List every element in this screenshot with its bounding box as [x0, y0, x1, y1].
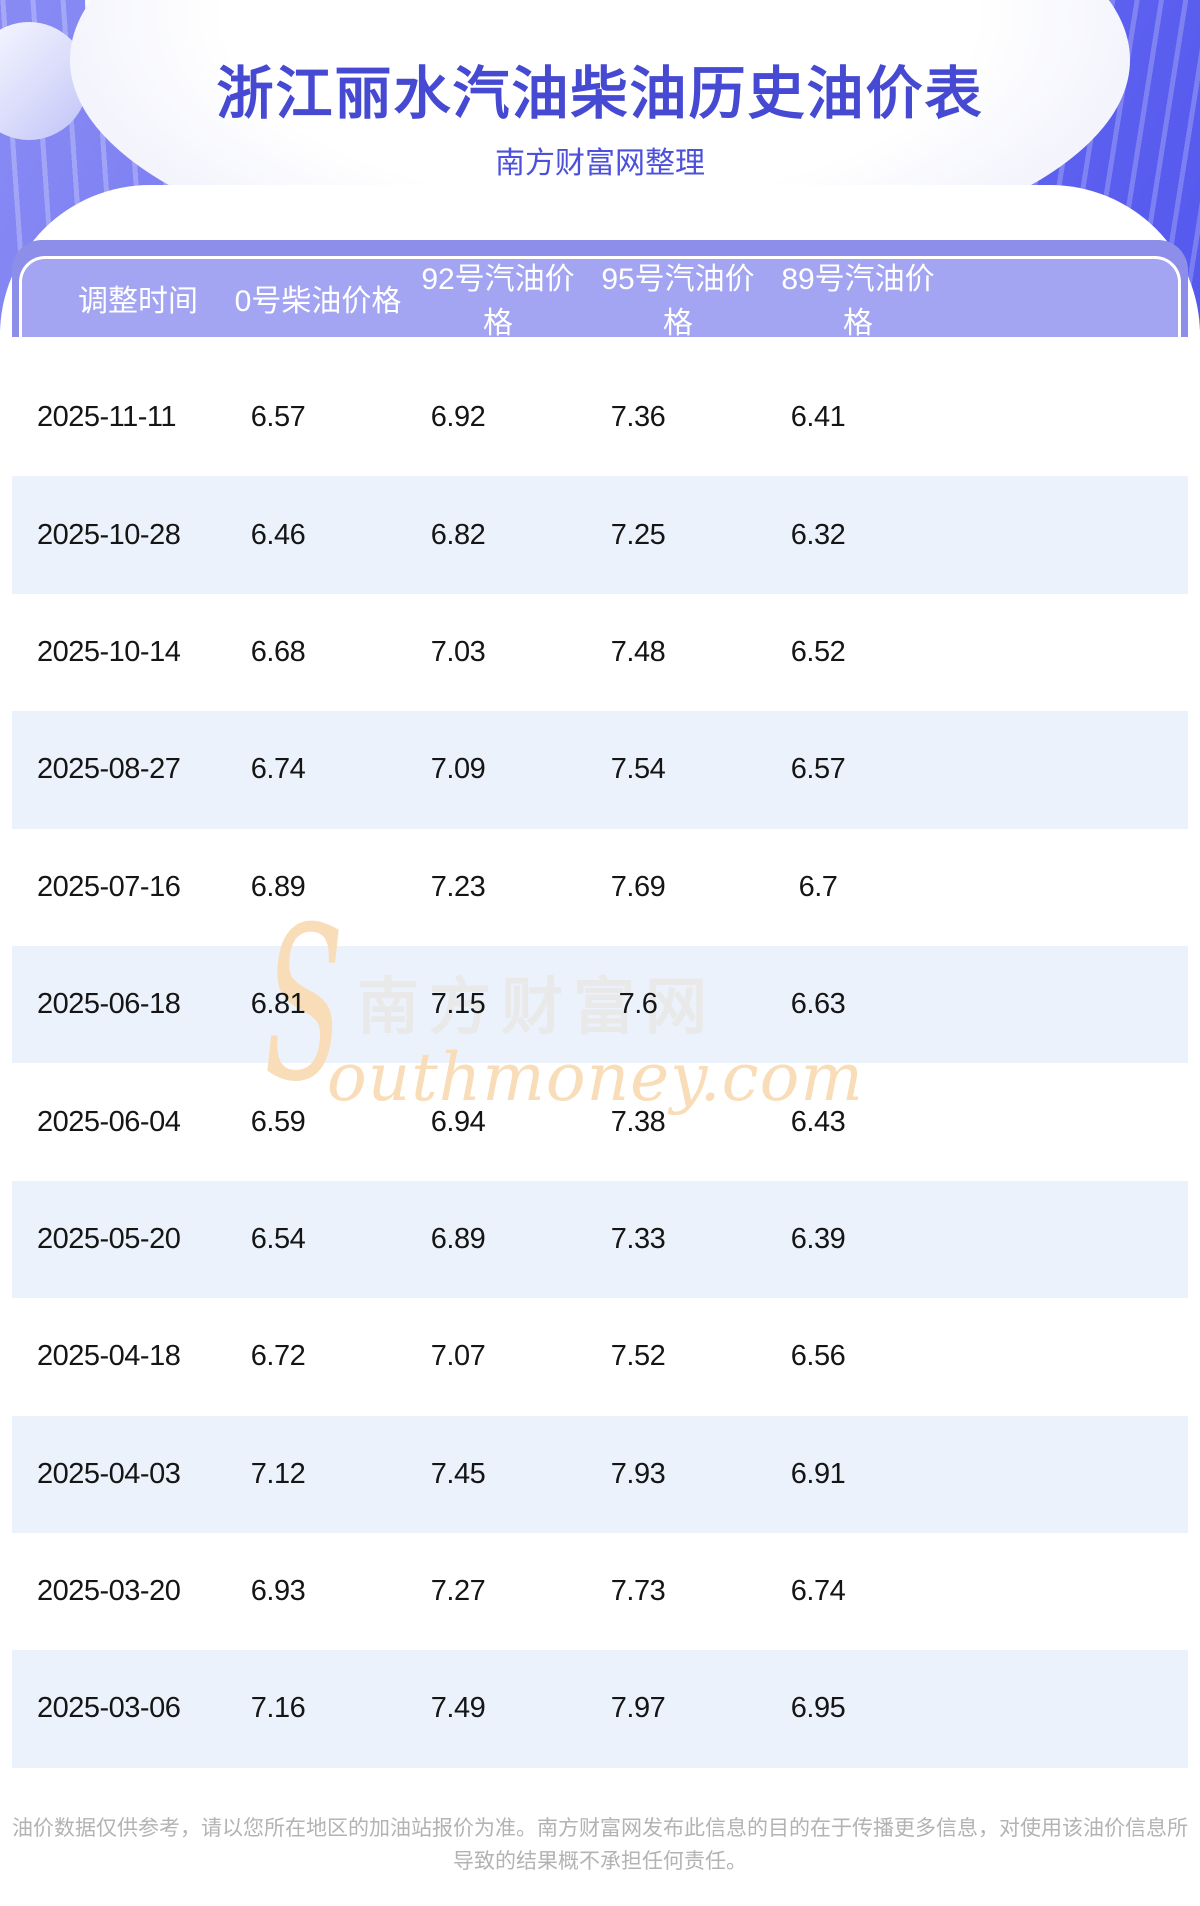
price-cell: 6.59 [250, 1105, 306, 1138]
price-cell: 6.57 [250, 401, 306, 434]
price-cell: 6.56 [790, 1340, 846, 1373]
price-cell: 7.23 [430, 870, 486, 903]
date-cell: 2025-10-14 [37, 635, 181, 668]
price-cell: 6.89 [250, 870, 306, 903]
price-cell: 7.93 [610, 1457, 666, 1490]
price-cell: 7.15 [430, 988, 486, 1021]
column-header: 89号汽油价格 [781, 263, 935, 340]
table-row: 2025-04-03 7.12 7.45 7.93 6.91 [12, 1415, 1188, 1533]
column-header: 调整时间 [78, 285, 198, 318]
date-cell: 2025-06-18 [37, 988, 181, 1021]
table-row: 2025-06-18 6.81 7.15 7.6 6.63 [12, 945, 1188, 1064]
table-header-band: 调整时间 0号柴油价格 92号汽油价格 95号汽油价格 89号汽油价格 [12, 240, 1188, 340]
date-cell: 2025-04-03 [37, 1457, 181, 1490]
price-cell: 6.46 [250, 518, 306, 551]
table-row: 2025-05-20 6.54 6.89 7.33 6.39 [12, 1180, 1188, 1299]
price-cell: 7.73 [610, 1575, 666, 1608]
page-title: 浙江丽水汽油柴油历史油价表 [216, 62, 984, 126]
price-cell: 6.63 [790, 988, 846, 1021]
table-row: 2025-10-28 6.46 6.82 7.25 6.32 [12, 476, 1188, 594]
price-cell: 6.68 [250, 635, 306, 668]
table-row: 2025-03-06 7.16 7.49 7.97 6.95 [12, 1650, 1188, 1768]
price-table: 调整时间 0号柴油价格 92号汽油价格 95号汽油价格 89号汽油价格 S 南方财富网 … [12, 240, 1188, 1768]
date-cell: 2025-03-20 [37, 1575, 181, 1608]
price-cell: 6.82 [430, 518, 486, 551]
price-cell: 6.94 [430, 1105, 486, 1138]
price-cell: 7.36 [610, 401, 666, 434]
price-cell: 7.45 [430, 1457, 486, 1490]
price-cell: 7.25 [610, 518, 666, 551]
table-row: 2025-10-14 6.68 7.03 7.48 6.52 [12, 594, 1188, 711]
price-cell: 7.12 [250, 1457, 306, 1490]
table-row: 2025-03-20 6.93 7.27 7.73 6.74 [12, 1533, 1188, 1650]
price-cell: 6.54 [250, 1222, 306, 1255]
price-cell: 7.33 [610, 1222, 666, 1255]
date-cell: 2025-05-20 [37, 1222, 181, 1255]
price-cell: 6.81 [250, 988, 306, 1021]
table-row: 2025-04-18 6.72 7.07 7.52 6.56 [12, 1298, 1188, 1415]
column-header: 0号柴油价格 [234, 285, 402, 318]
price-cell: 7.6 [618, 988, 658, 1021]
price-cell: 6.92 [430, 401, 486, 434]
price-cell: 7.27 [430, 1575, 486, 1608]
table-row: 2025-07-16 6.89 7.23 7.69 6.7 [12, 829, 1188, 946]
price-cell: 6.95 [790, 1692, 846, 1725]
price-cell: 6.72 [250, 1340, 306, 1373]
price-cell: 6.43 [790, 1105, 846, 1138]
column-header: 95号汽油价格 [601, 263, 755, 340]
price-cell: 7.03 [430, 635, 486, 668]
price-cell: 6.41 [790, 401, 846, 434]
price-cell: 6.39 [790, 1222, 846, 1255]
price-cell: 6.93 [250, 1575, 306, 1608]
date-cell: 2025-08-27 [37, 753, 181, 786]
date-cell: 2025-03-06 [37, 1692, 181, 1725]
price-cell: 7.54 [610, 753, 666, 786]
date-cell: 2025-04-18 [37, 1340, 181, 1373]
price-cell: 7.69 [610, 870, 666, 903]
date-cell: 2025-06-04 [37, 1105, 181, 1138]
table-row: 2025-11-11 6.57 6.92 7.36 6.41 [12, 359, 1188, 476]
table-row: 2025-08-27 6.74 7.09 7.54 6.57 [12, 711, 1188, 829]
price-cell: 7.07 [430, 1340, 486, 1373]
price-cell: 6.74 [250, 753, 306, 786]
date-cell: 2025-07-16 [37, 870, 181, 903]
disclaimer-text: 油价数据仅供参考，请以您所在地区的加油站报价为准。南方财富网发布此信息的目的在于… [12, 1816, 1188, 1873]
price-cell: 6.52 [790, 635, 846, 668]
price-cell: 7.48 [610, 635, 666, 668]
price-cell: 7.97 [610, 1692, 666, 1725]
price-cell: 6.57 [790, 753, 846, 786]
price-cell: 6.32 [790, 518, 846, 551]
price-cell: 6.7 [798, 870, 838, 903]
page-subtitle: 南方财富网整理 [495, 147, 705, 180]
price-cell: 6.74 [790, 1575, 846, 1608]
price-cell: 7.09 [430, 753, 486, 786]
table-header-row: 调整时间 0号柴油价格 92号汽油价格 95号汽油价格 89号汽油价格 [19, 256, 1181, 340]
price-cell: 7.38 [610, 1105, 666, 1138]
date-cell: 2025-11-11 [37, 401, 177, 434]
price-cell: 6.91 [790, 1457, 846, 1490]
table-body: S 南方财富网 outhmoney.com 2025-11-11 6.57 6.92… [12, 359, 1188, 1768]
price-cell: 6.89 [430, 1222, 486, 1255]
column-header: 92号汽油价格 [421, 263, 575, 340]
price-cell: 7.49 [430, 1692, 486, 1725]
price-cell: 7.52 [610, 1340, 666, 1373]
table-row: 2025-06-04 6.59 6.94 7.38 6.43 [12, 1063, 1188, 1180]
date-cell: 2025-10-28 [37, 518, 181, 551]
price-cell: 7.16 [250, 1692, 306, 1725]
